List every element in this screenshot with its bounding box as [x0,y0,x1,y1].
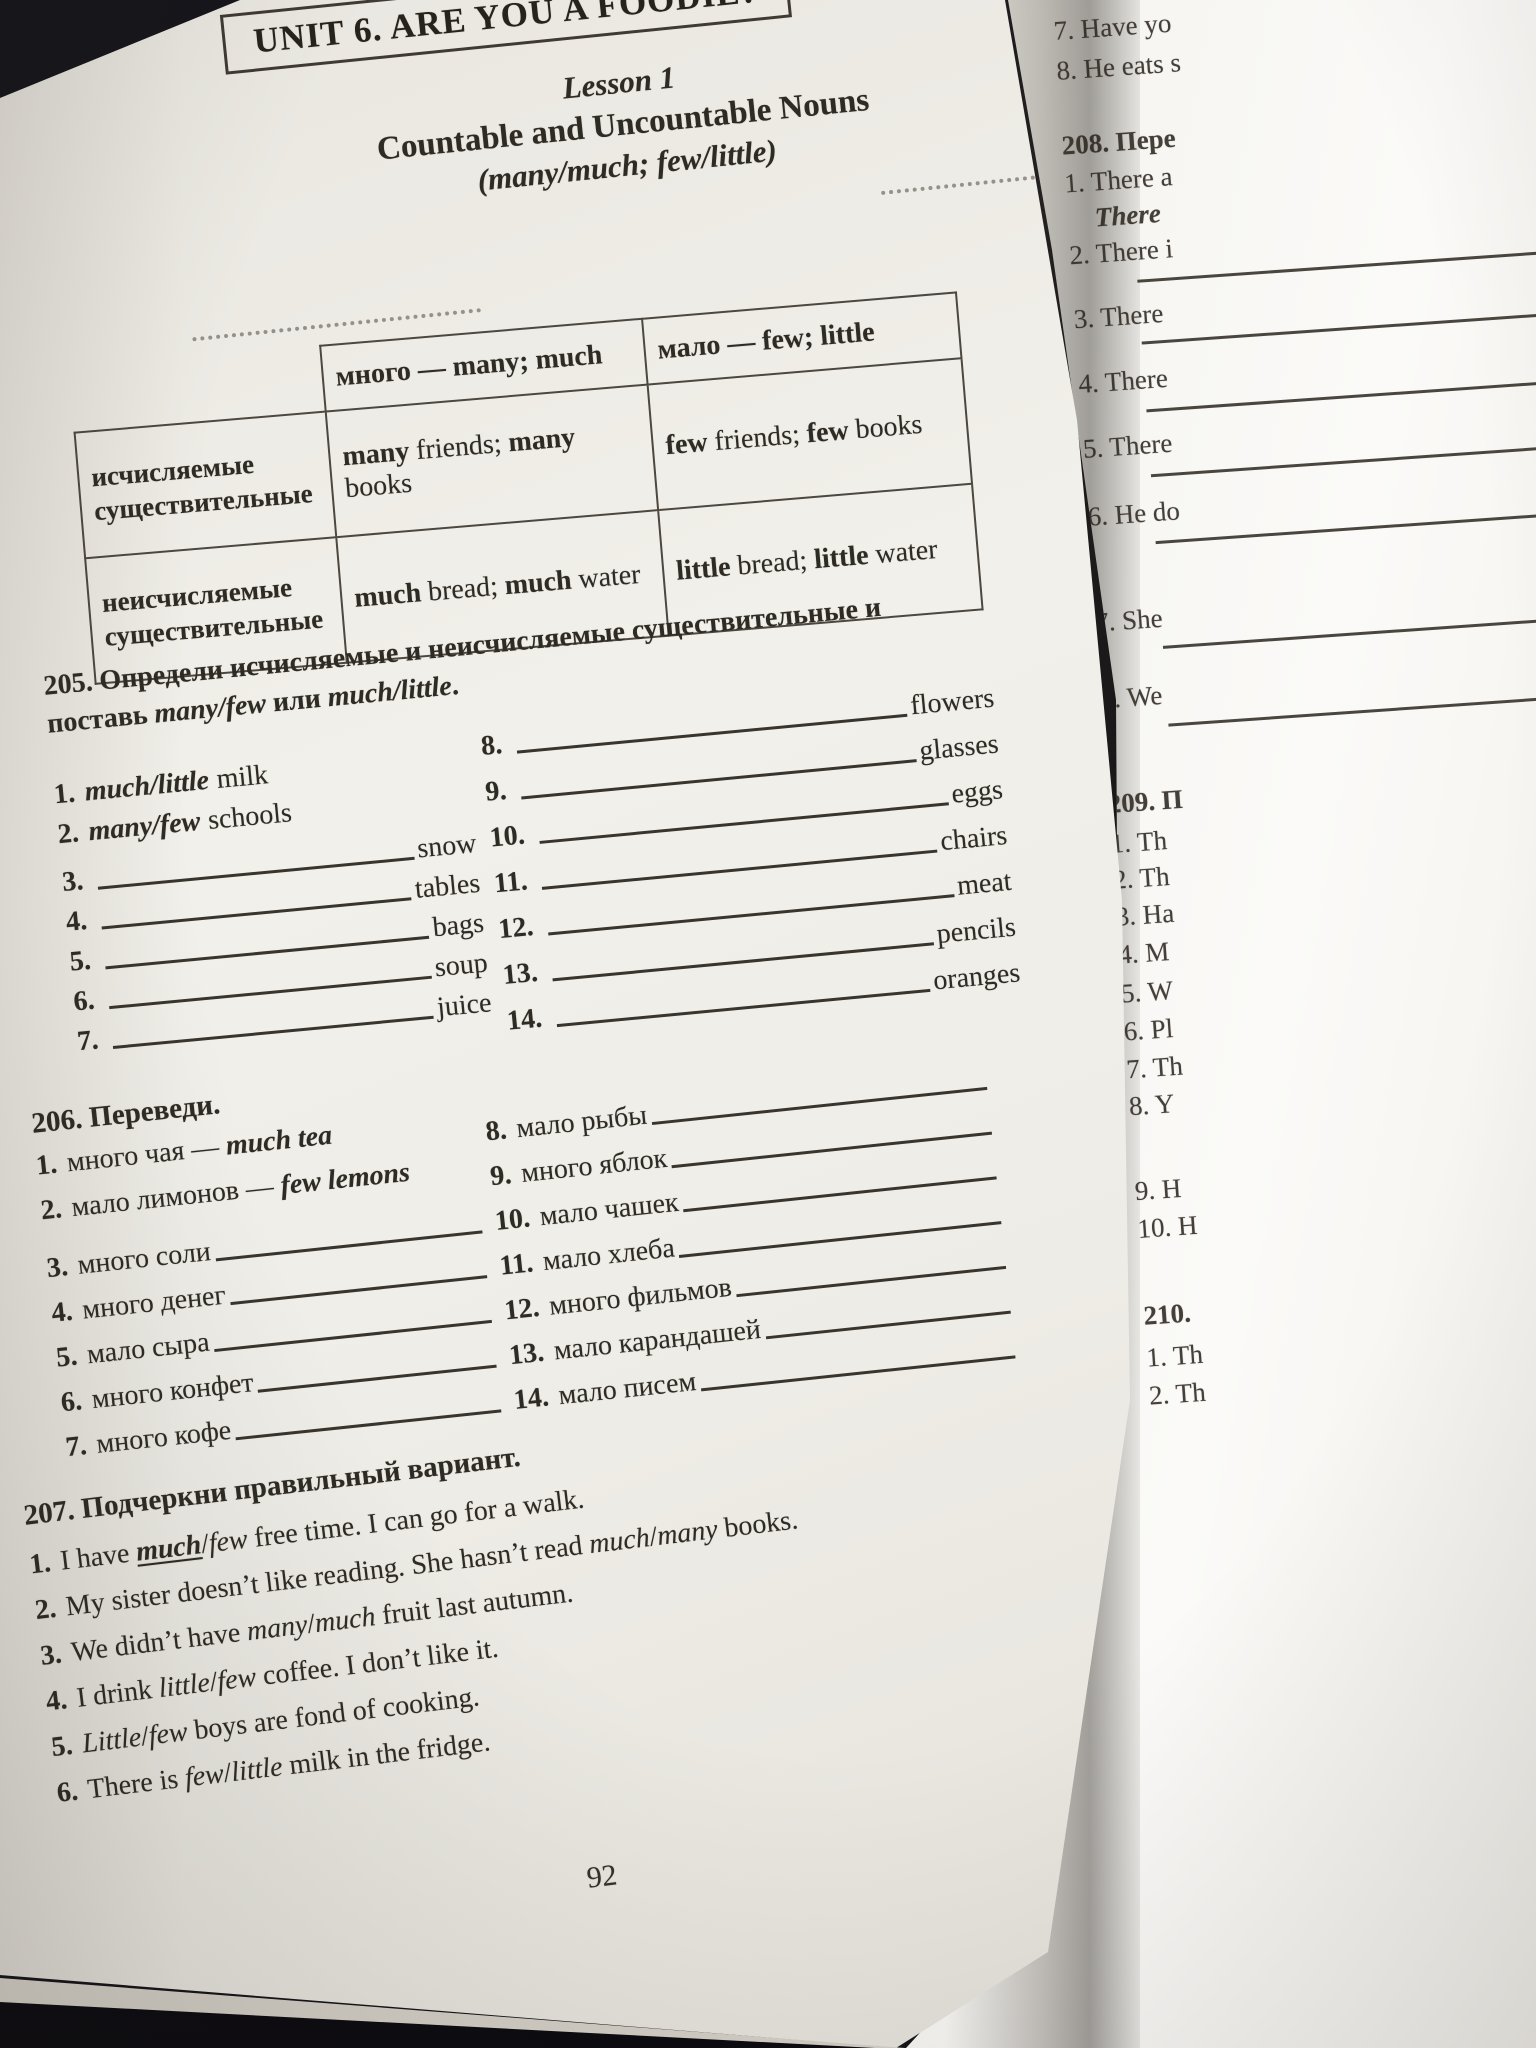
exercise-205-left-column: 1. much/little milk 2. many/few schools 3. sn… [53,740,493,1058]
exercise-206-left-column: 1. много чая — much tea 2. мало лимонов — … [34,1105,505,1464]
page-number: 92 [585,1858,619,1895]
exercise-205: 205. Определи исчисляемые и неисчисляемы… [42,579,1022,1078]
write-in-blank [700,1355,1016,1392]
exercise-206-right-column: 8. мало рыбы 9. много яблок 10. мало чашек … [473,1051,1020,1418]
exercise-205-right-column: 8. flowers 9. glasses 10. eggs 11. chairs 12… [464,669,1022,1039]
unit-title: UNIT 6. ARE YOU A FOODIE? [251,0,761,61]
row-label-countable: исчисляемые существительные [74,411,337,559]
exercise-206: 206. Переведи. 1. много чая — much tea 2.… [30,1008,1020,1464]
next-page-line: 7. She [1094,602,1164,638]
write-in-blank [235,1409,502,1441]
next-page-line: 8. We [1099,680,1164,714]
write-in-blank [112,1015,435,1049]
page-header: UNIT 6. ARE YOU A FOODIE? Lesson 1 Count… [190,0,1091,342]
